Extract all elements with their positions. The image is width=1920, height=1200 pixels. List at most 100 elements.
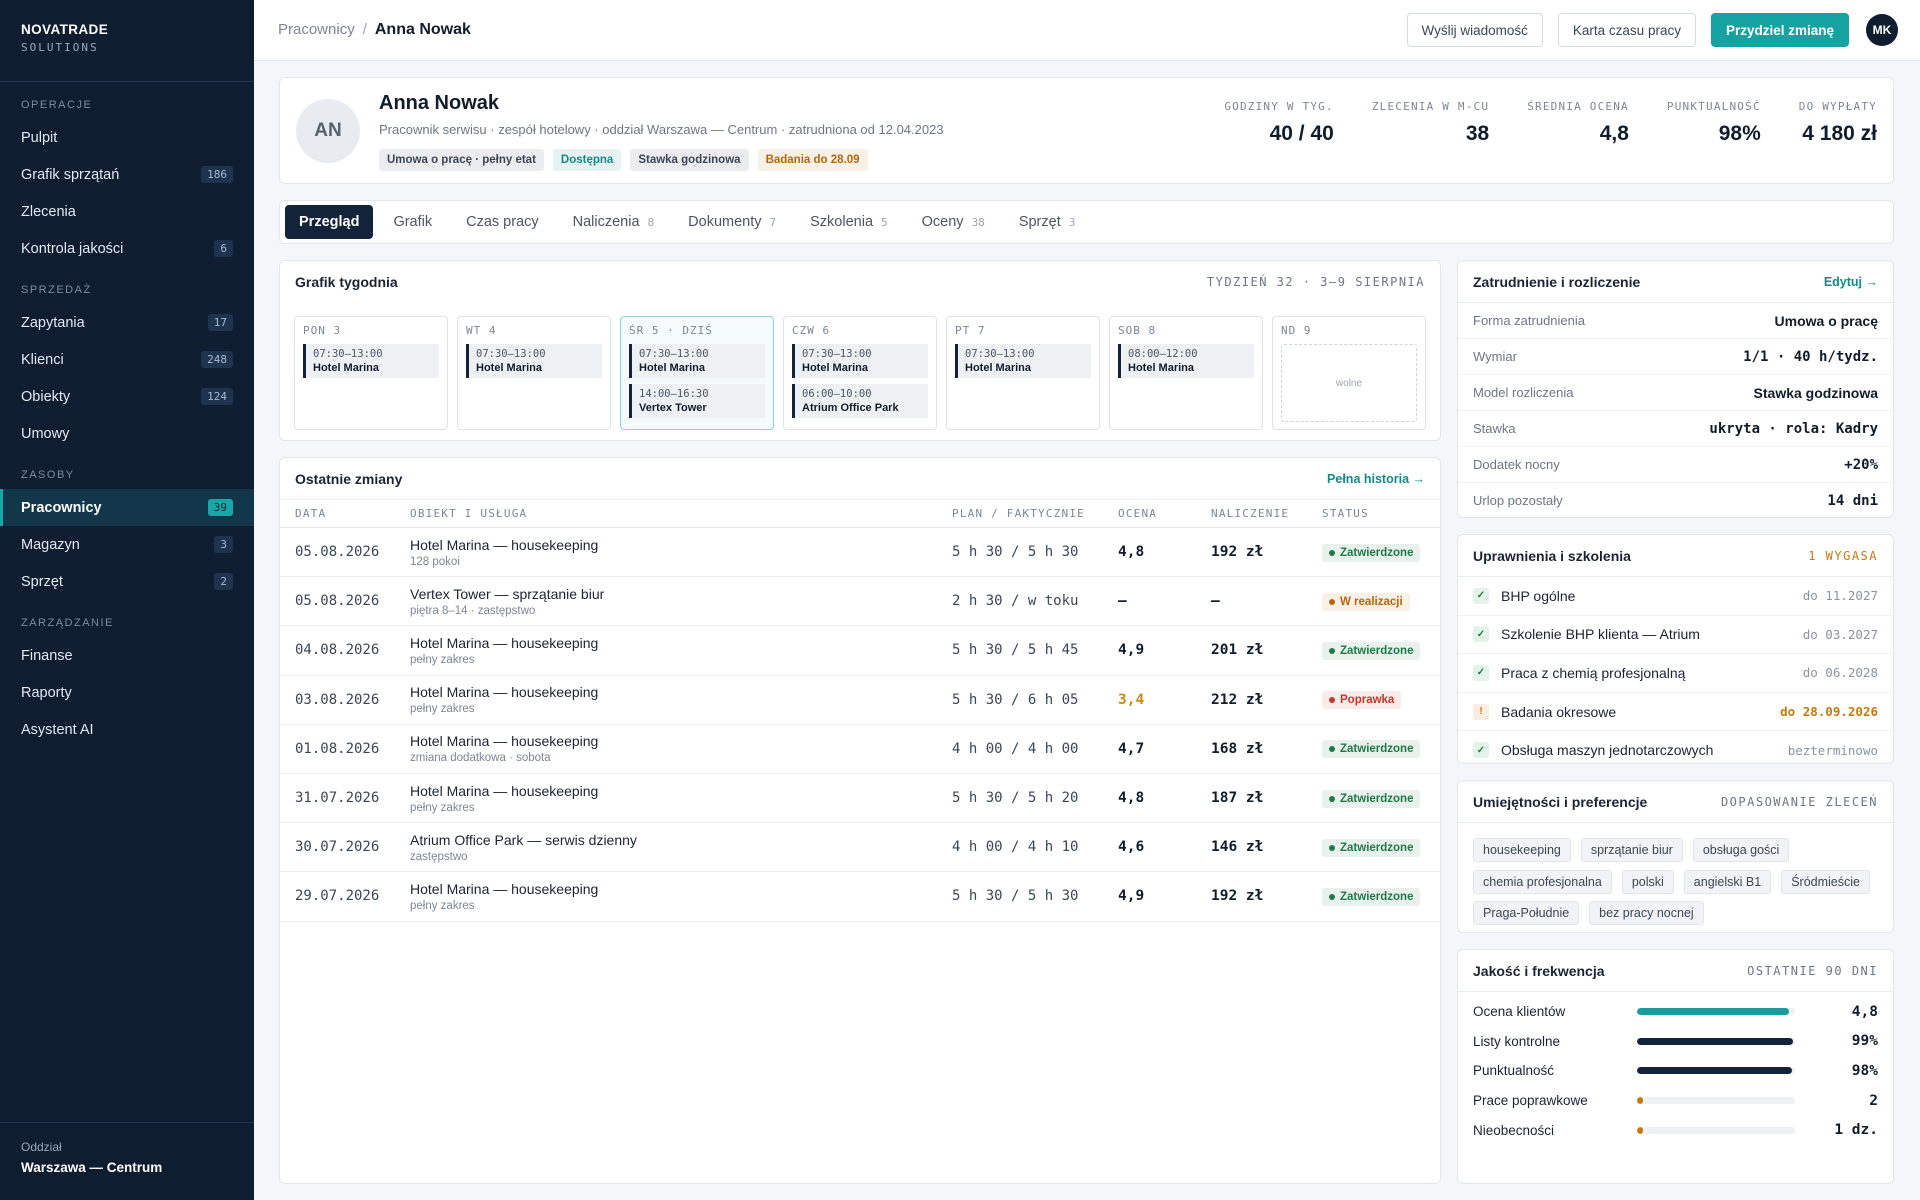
nav-item[interactable]: Sprzęt 2 — [0, 563, 254, 600]
quality-row: Listy kontrolne 99% — [1458, 1027, 1893, 1057]
shift[interactable]: 07:30–13:00 Hotel Marina — [629, 344, 765, 378]
shift[interactable]: 08:00–12:00 Hotel Marina — [1118, 344, 1254, 378]
status-cell: Zatwierdzone — [1322, 887, 1425, 906]
nav-item[interactable]: Pracownicy 39 — [0, 489, 254, 526]
nav-item[interactable]: Kontrola jakości 6 — [0, 230, 254, 267]
button[interactable]: Wyślij wiadomość — [1406, 13, 1543, 47]
column-header: STATUS — [1322, 507, 1369, 520]
card-title: Uprawnienia i szkolenia — [1473, 547, 1631, 564]
plan: 5 h 30 / 5 h 20 — [952, 790, 1079, 807]
table-row[interactable]: 05.08.2026 Hotel Marina — housekeeping 128… — [280, 528, 1440, 578]
nav-section-title: SPRZEDAŻ — [21, 284, 92, 296]
certificate: ✓ BHP ogólne do 11.2027 — [1458, 577, 1893, 616]
breadcrumb: Pracownicy / Anna Nowak — [278, 21, 1392, 39]
card-header: Jakość i frekwencja OSTATNIE 90 DNI — [1458, 950, 1893, 992]
object: Hotel Marina — housekeeping — [410, 782, 599, 799]
table-row[interactable]: 03.08.2026 Hotel Marina — housekeeping peł… — [280, 676, 1440, 725]
profile-tag: Umowa o pracę · pełny etat — [379, 149, 544, 171]
tab[interactable]: Szkolenia 5 — [796, 205, 902, 239]
stat: DO WYPŁATY 4 180 zł — [1799, 100, 1877, 146]
table-row[interactable]: 05.08.2026 Vertex Tower — sprzątanie biur… — [280, 577, 1440, 627]
button[interactable]: Karta czasu pracy — [1557, 13, 1696, 47]
quality-label: Punktualność — [1473, 1063, 1555, 1079]
shift-place: Vertex Tower — [639, 402, 707, 414]
skill-tag: housekeeping — [1473, 838, 1571, 862]
nav-item[interactable]: Finanse — [0, 637, 254, 674]
nav-item[interactable]: Grafik sprzątań 186 — [0, 156, 254, 193]
tab[interactable]: Oceny 38 — [908, 205, 999, 239]
shift[interactable]: 06:00–10:00 Atrium Office Park — [792, 384, 928, 418]
field: Model rozliczenia Stawka godzinowa — [1458, 375, 1893, 411]
card-header-aside[interactable]: Edytuj → — [1823, 274, 1878, 289]
plan: 5 h 30 / 5 h 30 — [952, 544, 1079, 561]
stat: GODZINY W TYG. 40 / 40 — [1224, 100, 1334, 146]
shift[interactable]: 07:30–13:00 Hotel Marina — [955, 344, 1091, 378]
tab[interactable]: Dokumenty 7 — [674, 205, 790, 239]
shift[interactable]: 14:00–16:30 Vertex Tower — [629, 384, 765, 418]
status-cell: Zatwierdzone — [1322, 641, 1425, 660]
day: PT 7 07:30–13:00 Hotel Marina — [946, 316, 1100, 430]
tab[interactable]: Czas pracy — [452, 205, 553, 239]
button[interactable]: Przydziel zmianę — [1710, 13, 1849, 47]
card-header-aside[interactable]: Pełna historia → — [1327, 471, 1425, 486]
nav-item[interactable]: Obiekty 124 — [0, 378, 254, 415]
amount: 146 zł — [1211, 839, 1264, 856]
tab[interactable]: Grafik — [379, 205, 446, 239]
object-detail: pełny zakres — [410, 801, 475, 814]
nav-item[interactable]: Raporty — [0, 674, 254, 711]
status: Zatwierdzone — [1322, 887, 1421, 906]
quality-track — [1637, 1008, 1795, 1016]
status-dot — [1329, 746, 1335, 753]
shift-time: 06:00–10:00 — [802, 388, 872, 400]
quality-bar — [1637, 1037, 1794, 1045]
nav-item[interactable]: Asystent AI — [0, 711, 254, 748]
date: 03.08.2026 — [295, 691, 380, 708]
object-detail: piętra 8–14 · zastępstwo — [410, 604, 536, 617]
day-label: ŚR 5 · DZIŚ — [629, 324, 713, 337]
nav-item[interactable]: Pulpit — [0, 119, 254, 156]
tab[interactable]: Przegląd — [285, 205, 374, 239]
certificate-icon: ! — [1473, 703, 1489, 720]
field-value: Umowa o pracę — [1774, 312, 1878, 329]
quality-value: 99% — [1851, 1033, 1878, 1050]
nav-item[interactable]: Klienci 248 — [0, 341, 254, 378]
skill-tag: obsługa gości — [1692, 838, 1790, 862]
certificate-date: do 03.2027 — [1802, 626, 1878, 642]
tab[interactable]: Sprzęt 3 — [1005, 205, 1090, 239]
profile-tags: Umowa o pracę · pełny etat Dostępna Stawka… — [379, 149, 944, 171]
rating: — — [1118, 593, 1127, 610]
date: 30.07.2026 — [295, 839, 380, 856]
table-row[interactable]: 29.07.2026 Hotel Marina — housekeeping peł… — [280, 872, 1440, 922]
shift[interactable]: 07:30–13:00 Hotel Marina — [792, 344, 928, 378]
table-row[interactable]: 04.08.2026 Hotel Marina — housekeeping peł… — [280, 626, 1440, 676]
field-label: Dodatek nocny — [1473, 457, 1560, 472]
date: 01.08.2026 — [295, 740, 380, 757]
date: 05.08.2026 — [295, 544, 380, 561]
shift[interactable]: 07:30–13:00 Hotel Marina — [303, 344, 439, 378]
card-header-aside[interactable]: DOPASOWANIE ZLECEŃ — [1720, 794, 1878, 809]
shift[interactable]: 07:30–13:00 Hotel Marina — [466, 344, 602, 378]
table-row[interactable]: 31.07.2026 Hotel Marina — housekeeping peł… — [280, 774, 1440, 824]
plan: 5 h 30 / 5 h 30 — [952, 888, 1079, 905]
nav-badge: 2 — [214, 573, 233, 590]
status-cell: Zatwierdzone — [1322, 789, 1425, 808]
user-avatar[interactable]: MK — [1866, 14, 1898, 46]
nav-item[interactable]: Umowy — [0, 415, 254, 452]
nav-item[interactable]: Zlecenia — [0, 193, 254, 230]
tab[interactable]: Naliczenia 8 — [559, 205, 669, 239]
breadcrumb-parent[interactable]: Pracownicy — [278, 21, 355, 38]
table-row[interactable]: 30.07.2026 Atrium Office Park — serwis dz… — [280, 823, 1440, 873]
column-header: NALICZENIE — [1211, 507, 1290, 520]
profile-stats: GODZINY W TYG. 40 / 40 ZLECENIA W M-CU 38 ŚR… — [1224, 100, 1877, 146]
object-detail: zmiana dodatkowa · sobota — [410, 752, 551, 765]
tab-label: Oceny — [921, 214, 964, 230]
certificate-icon: ✓ — [1473, 742, 1489, 759]
plan: 4 h 00 / 4 h 10 — [952, 839, 1079, 856]
schedule-card: Grafik tygodnia TYDZIEŃ 32 · 3–9 SIERPNIA… — [279, 260, 1441, 441]
quality-value: 98% — [1851, 1062, 1878, 1079]
nav-item[interactable]: Magazyn 3 — [0, 526, 254, 563]
table-row[interactable]: 01.08.2026 Hotel Marina — housekeeping zmi… — [280, 725, 1440, 774]
profile-tag: Badania do 28.09 — [757, 149, 868, 171]
nav-item[interactable]: Zapytania 17 — [0, 304, 254, 341]
object-detail: 128 pokoi — [410, 555, 460, 568]
